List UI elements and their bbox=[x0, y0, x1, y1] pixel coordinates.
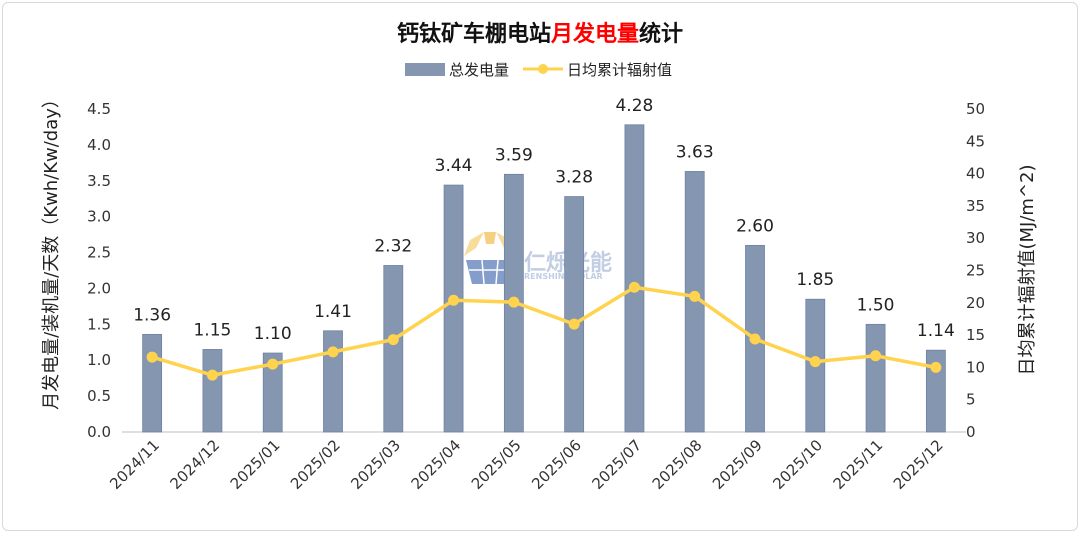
line-point bbox=[809, 356, 821, 368]
bar bbox=[202, 349, 223, 433]
bar-value-label: 3.59 bbox=[495, 145, 533, 165]
legend: 总发电量 日均累计辐射值 bbox=[405, 61, 672, 79]
y-left-tick-label: 4.0 bbox=[87, 136, 111, 154]
y-right-tick-label: 15 bbox=[966, 326, 985, 344]
y-left-tick-label: 0.5 bbox=[87, 387, 111, 405]
legend-swatch-bar bbox=[405, 63, 445, 76]
y-left-tick-label: 1.0 bbox=[87, 351, 111, 369]
x-tick-label: 2025/03 bbox=[347, 436, 404, 493]
y-axis-left: 0.0 0.5 1.0 1.5 2.0 2.5 3.0 3.5 4.0 4.5 bbox=[87, 100, 111, 441]
bar-value-label: 1.10 bbox=[254, 324, 292, 344]
x-tick-label: 2025/04 bbox=[408, 436, 465, 493]
bar-value-label: 1.41 bbox=[314, 302, 352, 322]
bar-value-label: 1.50 bbox=[857, 295, 895, 315]
x-tick-label: 2025/11 bbox=[830, 436, 887, 493]
x-axis: 2024/11 2024/12 2025/01 2025/02 2025/03 2025/… bbox=[106, 436, 947, 493]
bar-data-labels: 1.36 1.15 1.10 1.41 2.32 3.44 3.59 3.28 4.28 3.63… bbox=[133, 96, 955, 344]
y-right-tick-label: 0 bbox=[966, 423, 976, 441]
line-series bbox=[146, 281, 942, 381]
chart-title: 钙钛矿车棚电站月发电量统计 bbox=[397, 21, 683, 47]
legend-label-bar: 总发电量 bbox=[449, 61, 509, 79]
line-point bbox=[146, 351, 158, 363]
line-point bbox=[870, 350, 882, 362]
y-axis-right-title: 日均累计辐射值(MJ/m^2) bbox=[1017, 164, 1038, 375]
y-right-tick-label: 5 bbox=[966, 391, 976, 409]
x-tick-label: 2025/07 bbox=[588, 436, 645, 493]
line-point bbox=[628, 281, 640, 293]
line-point bbox=[749, 333, 761, 345]
bar-value-label: 2.32 bbox=[374, 236, 412, 256]
bar-value-label: 3.63 bbox=[676, 142, 714, 162]
x-tick-label: 2025/10 bbox=[769, 436, 826, 493]
bar bbox=[624, 124, 645, 433]
y-left-tick-label: 1.5 bbox=[87, 315, 111, 333]
line-point bbox=[267, 358, 279, 370]
y-right-tick-label: 25 bbox=[966, 262, 985, 280]
y-axis-left-title: 月发电量/装机量/天数（Kwh/Kw/day） bbox=[41, 90, 62, 410]
y-right-tick-label: 40 bbox=[966, 165, 985, 183]
y-right-tick-label: 50 bbox=[966, 100, 985, 118]
line-point bbox=[568, 318, 580, 330]
bar-value-label: 1.85 bbox=[796, 270, 834, 290]
line-point bbox=[508, 296, 520, 308]
sun-logo-icon bbox=[464, 232, 516, 285]
x-tick-label: 2025/02 bbox=[287, 436, 344, 493]
bar bbox=[925, 349, 946, 433]
bar-value-label: 1.15 bbox=[193, 320, 231, 340]
chart-title-highlight: 月发电量 bbox=[550, 21, 639, 47]
line-point bbox=[930, 361, 942, 373]
chart-title-part1: 钙钛矿车棚电站 bbox=[397, 21, 551, 47]
bar-value-label: 1.14 bbox=[917, 321, 955, 341]
y-right-tick-label: 30 bbox=[966, 229, 985, 247]
x-tick-label: 2025/06 bbox=[528, 436, 585, 493]
y-right-tick-label: 45 bbox=[966, 132, 985, 150]
bar bbox=[564, 196, 585, 433]
bar bbox=[383, 265, 404, 433]
watermark-logo: 仁烁光能 RENSHINE SOLAR bbox=[464, 232, 612, 285]
x-tick-label: 2025/08 bbox=[649, 436, 706, 493]
y-left-tick-label: 2.0 bbox=[87, 279, 111, 297]
line-point bbox=[448, 294, 460, 306]
y-left-tick-label: 3.5 bbox=[87, 172, 111, 190]
radiation-line bbox=[151, 285, 937, 377]
line-point bbox=[689, 290, 701, 302]
legend-label-line: 日均累计辐射值 bbox=[567, 61, 672, 79]
y-left-tick-label: 4.5 bbox=[87, 100, 111, 118]
bar bbox=[443, 184, 464, 433]
bar bbox=[865, 323, 886, 433]
bar bbox=[262, 352, 283, 433]
bar-value-label: 3.28 bbox=[555, 168, 593, 188]
y-left-tick-label: 0.0 bbox=[87, 423, 111, 441]
x-tick-label: 2025/09 bbox=[709, 436, 766, 493]
chart-title-part3: 统计 bbox=[639, 21, 683, 47]
x-tick-label: 2025/12 bbox=[890, 436, 947, 493]
line-point bbox=[206, 369, 218, 381]
y-left-tick-label: 2.5 bbox=[87, 244, 111, 262]
bar-value-label: 3.44 bbox=[435, 156, 473, 176]
x-tick-label: 2025/01 bbox=[227, 436, 284, 493]
x-tick-label: 2024/11 bbox=[106, 436, 163, 493]
legend-swatch-dot bbox=[538, 64, 548, 74]
x-tick-label: 2025/05 bbox=[468, 436, 525, 493]
x-tick-label: 2024/12 bbox=[166, 436, 223, 493]
line-point bbox=[387, 334, 399, 346]
bar bbox=[323, 330, 343, 433]
bar-value-label: 1.36 bbox=[133, 305, 171, 325]
y-right-tick-label: 10 bbox=[966, 358, 985, 376]
watermark-brand-en: RENSHINE SOLAR bbox=[524, 272, 603, 281]
bar-value-label: 2.60 bbox=[736, 216, 774, 236]
bar-value-label: 4.28 bbox=[615, 96, 653, 116]
bar bbox=[142, 333, 163, 433]
y-right-tick-label: 35 bbox=[966, 197, 985, 215]
y-axis-right: 0 5 10 15 20 25 30 35 40 45 50 bbox=[966, 100, 985, 441]
line-point bbox=[327, 346, 339, 358]
y-left-tick-label: 3.0 bbox=[87, 208, 111, 226]
y-right-tick-label: 20 bbox=[966, 294, 985, 312]
